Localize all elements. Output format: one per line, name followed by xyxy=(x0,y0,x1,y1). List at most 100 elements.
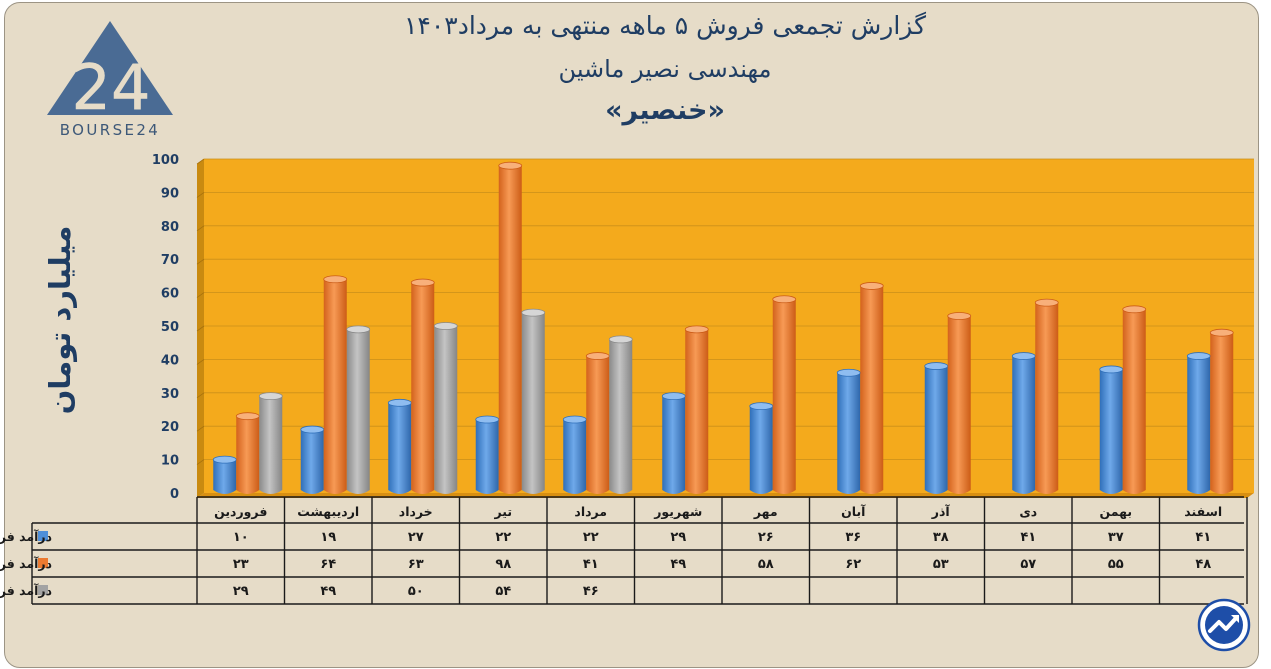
bar-top xyxy=(498,161,523,170)
legend-swatch xyxy=(38,585,48,595)
bar-top xyxy=(684,325,709,334)
chart-subtitle-company: مهندسی نصیر ماشین xyxy=(558,55,772,83)
bar-top xyxy=(1034,298,1059,307)
bar-top xyxy=(323,275,348,284)
data-label: ۴۱ xyxy=(583,557,599,572)
plot-area xyxy=(196,158,1254,498)
bar xyxy=(859,282,884,494)
bar xyxy=(323,275,348,494)
bar xyxy=(387,398,412,494)
y-tick-label: 60 xyxy=(161,287,179,302)
bar-body xyxy=(947,315,971,494)
bar-top xyxy=(212,455,237,464)
bar-top xyxy=(947,312,972,320)
data-label: ۵۳ xyxy=(933,557,949,572)
bar-top xyxy=(1122,305,1147,314)
trend-chart-icon xyxy=(1197,598,1251,652)
y-tick-label: 20 xyxy=(161,420,179,435)
bar-body xyxy=(434,326,458,494)
x-tick-label: مهر xyxy=(753,504,778,519)
bar-top xyxy=(410,278,435,287)
legend-entry: درآمد فروش سال ۱۴۰۲ xyxy=(0,556,52,571)
bar-body xyxy=(346,329,370,494)
y-axis-label: میلیارد تومان xyxy=(43,225,77,415)
bar-top xyxy=(772,295,797,304)
x-tick-label: آذر xyxy=(931,504,951,519)
logo-digits: 24 xyxy=(72,51,151,124)
bar-body xyxy=(860,285,884,494)
bar xyxy=(346,325,371,494)
data-label: ۳۶ xyxy=(845,530,861,545)
bar-body xyxy=(586,356,610,494)
gridline-side xyxy=(196,325,205,332)
bar-top xyxy=(433,322,458,330)
x-tick-label: خرداد xyxy=(399,504,433,519)
x-tick-label: آبان xyxy=(841,504,866,519)
y-tick-label: 90 xyxy=(161,186,179,201)
bar-body xyxy=(749,406,773,494)
bar xyxy=(772,295,797,494)
legend-entry: درآمد فروش سال ۱۴۰۳ xyxy=(0,583,52,598)
legend-entry: درآمد فروش سال ۱۴۰۱ xyxy=(0,529,52,544)
bourse24-logo: 24 BOURSE24 xyxy=(47,21,173,139)
data-label: ۵۵ xyxy=(1108,557,1124,572)
bar xyxy=(433,322,458,494)
bar-body xyxy=(300,429,324,494)
y-tick-label: 50 xyxy=(161,320,179,335)
bar xyxy=(1122,305,1147,494)
bar-body xyxy=(924,366,948,494)
gridline-side xyxy=(196,459,205,465)
y-tick-label: 10 xyxy=(161,454,179,469)
bar xyxy=(585,352,610,494)
bar-top xyxy=(661,392,686,401)
data-label: ۳۷ xyxy=(1108,530,1124,545)
bar-top xyxy=(300,425,325,434)
data-label: ۶۳ xyxy=(408,557,424,572)
bar xyxy=(661,392,686,494)
bar xyxy=(947,312,972,494)
bar xyxy=(235,412,260,494)
data-label: ۲۶ xyxy=(758,530,774,545)
bar xyxy=(475,415,500,494)
bar xyxy=(608,335,633,494)
data-label: ۴۹ xyxy=(320,584,336,599)
bar-body xyxy=(1035,302,1059,494)
bar-body xyxy=(1099,369,1123,494)
table-legend-area xyxy=(32,523,197,604)
bar-top xyxy=(521,308,546,317)
data-label: ۲۲ xyxy=(583,530,599,545)
gridline-side xyxy=(196,192,205,198)
bar xyxy=(521,308,546,494)
data-label: ۶۲ xyxy=(845,557,861,572)
data-label: ۱۰ xyxy=(233,530,249,545)
y-tick-label: 80 xyxy=(161,220,179,235)
bar-body xyxy=(662,396,686,494)
y-tick-label: 30 xyxy=(161,387,179,402)
bar-top xyxy=(475,415,500,424)
data-label: ۴۱ xyxy=(1020,530,1036,545)
bar-top xyxy=(235,412,260,421)
bar-top xyxy=(258,392,283,401)
bar-body xyxy=(1012,356,1036,494)
x-tick-label: اردیبهشت xyxy=(297,504,359,519)
bar xyxy=(498,161,523,494)
bar xyxy=(258,392,283,494)
bar-top xyxy=(924,362,949,370)
data-label: ۲۹ xyxy=(233,584,249,599)
bar xyxy=(924,362,949,494)
y-tick-label: 0 xyxy=(170,487,179,502)
x-tick-label: بهمن xyxy=(1099,504,1132,519)
bar-top xyxy=(859,282,884,290)
y-tick-label: 100 xyxy=(152,153,179,168)
bar xyxy=(300,425,325,494)
bar-body xyxy=(259,396,283,494)
logo-triangle xyxy=(47,21,173,115)
bar xyxy=(1099,365,1124,494)
gridline-side xyxy=(196,258,205,265)
gridline-side xyxy=(196,158,205,165)
data-label: ۴۶ xyxy=(583,584,599,599)
data-table: فروردین ۱۰ ۲۳ ۲۹ اردیبهشت ۱۹ ۶۴ ۴۹ خرداد ۲۷ ۶۳ ۵۰ تی… xyxy=(0,496,1248,605)
bar xyxy=(1209,328,1234,494)
data-label: ۱۹ xyxy=(320,530,336,545)
